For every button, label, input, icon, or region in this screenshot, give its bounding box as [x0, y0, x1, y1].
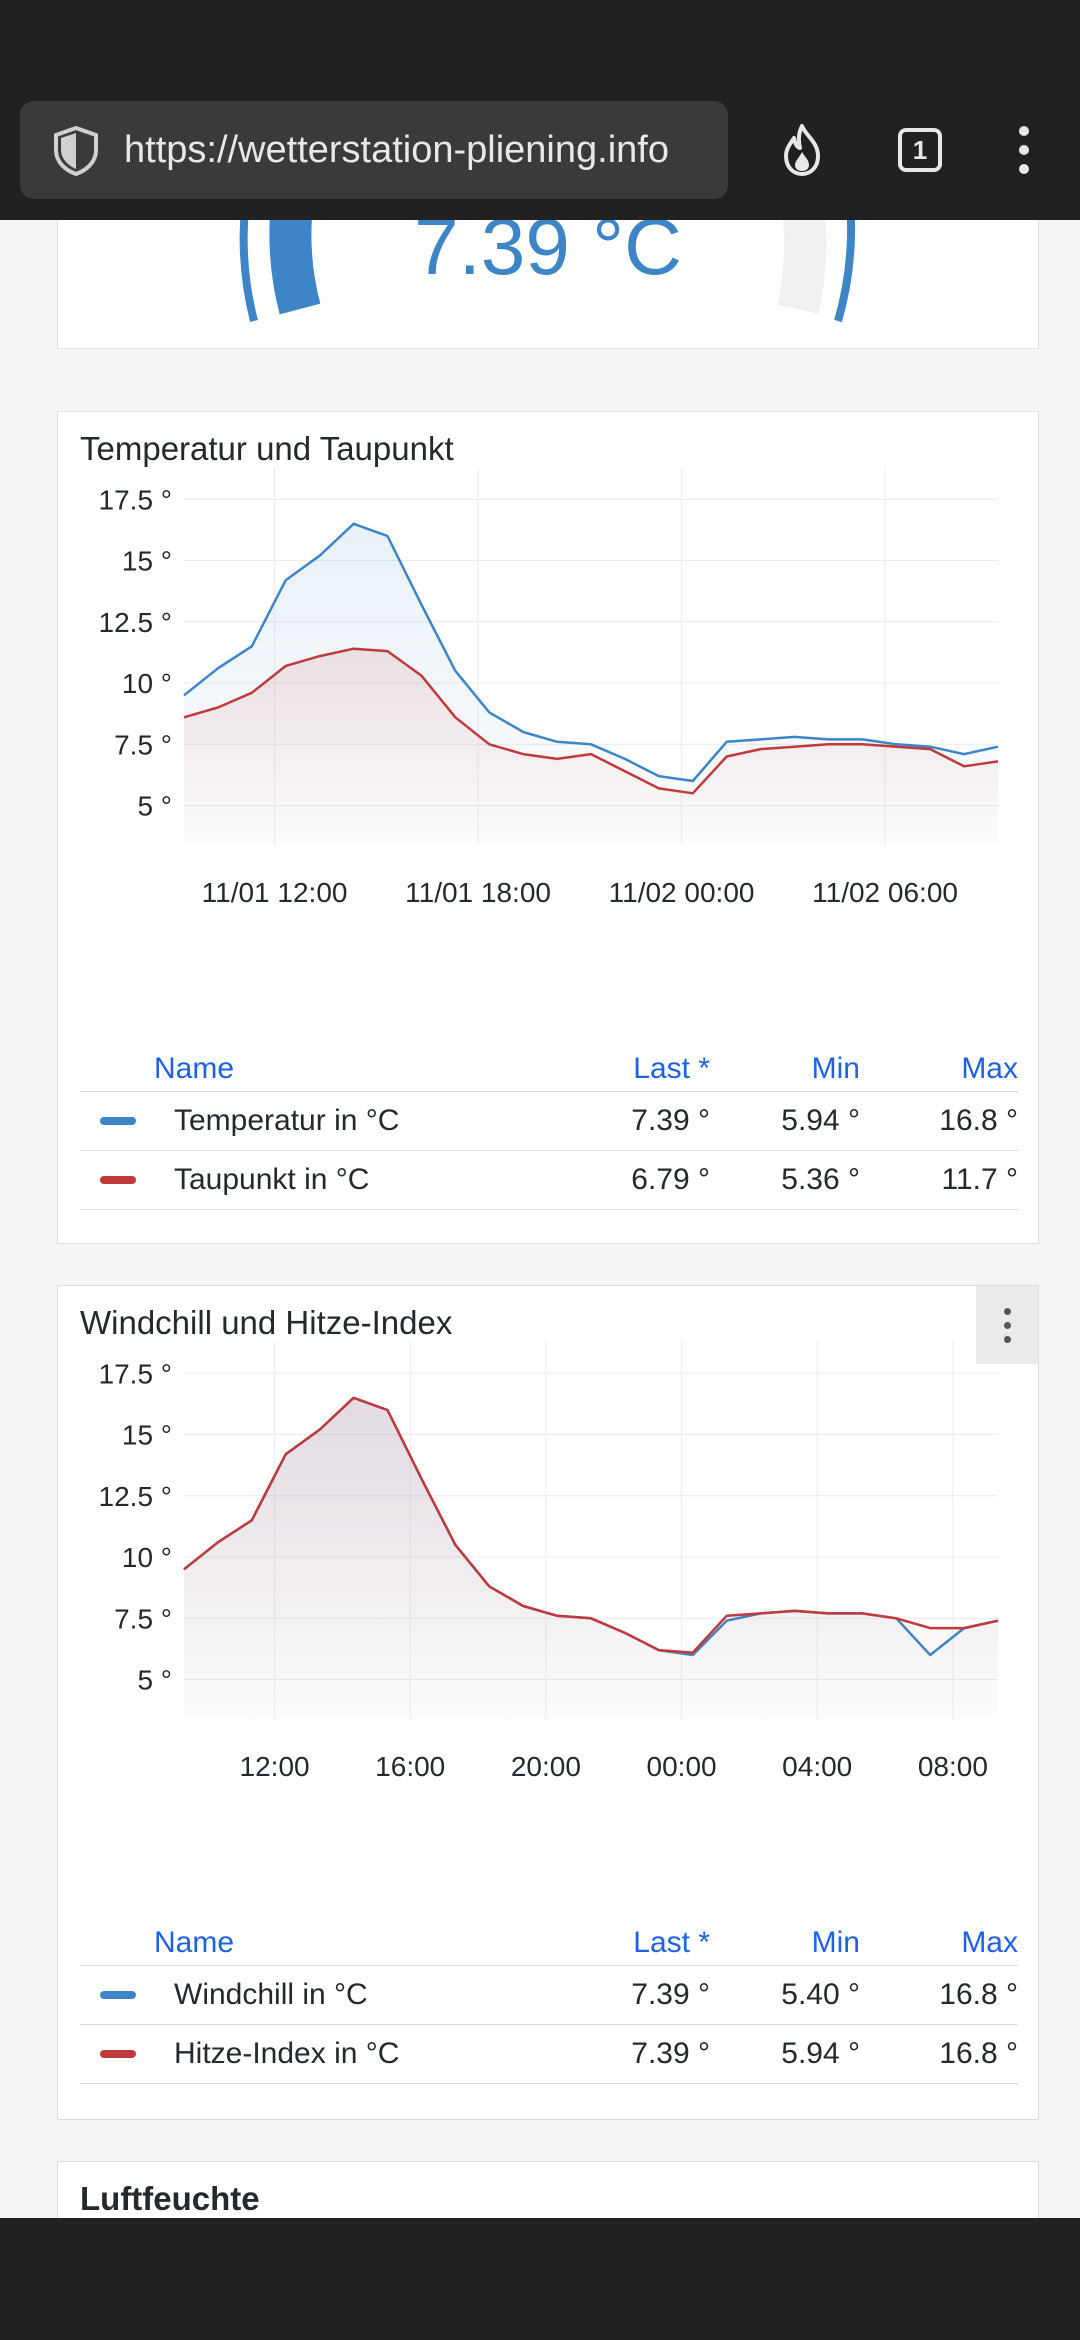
temperature-panel: Temperatur und Taupunkt 5 ° 7.5 ° 10 ° 12.5… — [57, 411, 1039, 1244]
series-max: 11.7 ° — [941, 1163, 1019, 1196]
series-name[interactable]: Windchill in °C — [174, 1978, 368, 2011]
legend-col-min[interactable]: Min — [811, 1052, 860, 1085]
tab-count[interactable]: 1 — [898, 128, 942, 172]
gauge-arc — [239, 220, 856, 323]
y-tick-label: 7.5 ° — [114, 1603, 172, 1634]
legend-header: Name Last * Min Max — [80, 1921, 1018, 1965]
legend-col-last[interactable]: Last * — [633, 1052, 710, 1085]
dashboard-content: 7.39 °C Temperatur und Taupunkt 5 ° 7.5 °… — [0, 220, 1080, 2218]
series-max: 16.8 ° — [939, 1978, 1018, 2011]
series-name[interactable]: Taupunkt in °C — [174, 1163, 370, 1196]
temperature-chart: 5 ° 7.5 ° 10 ° 12.5 ° 15 ° 17.5 ° 11/01 12:00 1… — [99, 467, 999, 908]
y-tick-label: 10 ° — [122, 668, 172, 699]
legend-row[interactable]: Temperatur in °C 7.39 ° 5.94 ° 16.8 ° — [80, 1091, 1018, 1150]
x-tick-label: 04:00 — [782, 1751, 852, 1782]
series-min: 5.36 ° — [781, 1163, 860, 1196]
fire-icon[interactable] — [772, 120, 832, 180]
y-tick-label: 12.5 ° — [99, 1481, 172, 1512]
url-bar[interactable]: https://wetterstation-pliening.info — [20, 101, 728, 199]
legend-col-max[interactable]: Max — [961, 1052, 1018, 1085]
windchill-chart: 5 ° 7.5 ° 10 ° 12.5 ° 15 ° 17.5 ° 12:00 16:00 20… — [99, 1341, 999, 1782]
x-tick-label: 11/01 12:00 — [202, 877, 348, 908]
panel-title: Windchill und Hitze-Index — [80, 1304, 453, 1341]
series-min: 5.94 ° — [781, 2037, 860, 2070]
legend-col-last[interactable]: Last * — [633, 1926, 710, 1959]
y-tick-label: 15 ° — [122, 1420, 172, 1451]
x-tick-label: 00:00 — [647, 1751, 717, 1782]
series-color-swatch[interactable] — [100, 1117, 136, 1125]
y-tick-label: 5 ° — [137, 1665, 172, 1696]
series-last: 7.39 ° — [631, 1104, 710, 1137]
gauge-value: 7.39 °C — [414, 220, 682, 291]
series-color-swatch[interactable] — [100, 1176, 136, 1184]
y-tick-label: 10 ° — [122, 1542, 172, 1573]
legend-col-name[interactable]: Name — [154, 1926, 235, 1959]
y-tick-label: 7.5 ° — [114, 729, 172, 760]
navigation-bar — [0, 2218, 1080, 2340]
x-tick-label: 11/01 18:00 — [405, 877, 551, 908]
y-tick-label: 17.5 ° — [99, 1358, 172, 1389]
windchill-panel: Windchill und Hitze-Index 5 ° 7.5 ° 10 ° 12… — [57, 1285, 1039, 2120]
legend-row[interactable]: Windchill in °C 7.39 ° 5.40 ° 16.8 ° — [80, 1965, 1018, 2024]
series-last: 7.39 ° — [631, 2037, 710, 2070]
legend-row[interactable]: Taupunkt in °C 6.79 ° 5.36 ° 11.7 ° — [80, 1150, 1018, 1210]
legend-col-name[interactable]: Name — [154, 1052, 235, 1085]
y-tick-label: 15 ° — [122, 546, 172, 577]
panel-menu-button[interactable] — [976, 1286, 1038, 1364]
legend-header: Name Last * Min Max — [80, 1047, 1018, 1091]
shield-icon[interactable] — [46, 120, 106, 180]
panel-title: Temperatur und Taupunkt — [80, 430, 454, 467]
y-tick-label: 12.5 ° — [99, 607, 172, 638]
gauge-panel: 7.39 °C — [57, 220, 1039, 349]
series-line — [183, 647, 999, 795]
series-max: 16.8 ° — [939, 1104, 1018, 1137]
panel-title: Luftfeuchte — [80, 2180, 260, 2217]
tabs-button[interactable]: 1 — [890, 120, 950, 180]
series-last: 6.79 ° — [631, 1163, 710, 1196]
series-last: 7.39 ° — [631, 1978, 710, 2011]
status-bar — [0, 0, 1080, 100]
x-tick-label: 08:00 — [918, 1751, 988, 1782]
legend-col-max[interactable]: Max — [961, 1926, 1018, 1959]
series-line — [183, 1396, 999, 1654]
x-tick-label: 20:00 — [511, 1751, 581, 1782]
url-text[interactable]: https://wetterstation-pliening.info — [124, 128, 669, 171]
y-tick-label: 5 ° — [137, 791, 172, 822]
series-area — [184, 648, 998, 845]
y-tick-label: 17.5 ° — [99, 484, 172, 515]
series-name[interactable]: Temperatur in °C — [174, 1104, 400, 1137]
x-tick-label: 11/02 06:00 — [812, 877, 958, 908]
legend: Name Last * Min Max Temperatur in °C 7.3… — [80, 1047, 1018, 1210]
menu-icon[interactable] — [994, 120, 1054, 180]
x-tick-label: 11/02 00:00 — [609, 877, 755, 908]
series-line — [183, 522, 999, 783]
series-color-swatch[interactable] — [100, 2050, 136, 2058]
series-name[interactable]: Hitze-Index in °C — [174, 2037, 400, 2070]
series-min: 5.94 ° — [781, 1104, 860, 1137]
series-area — [184, 1397, 998, 1719]
series-color-swatch[interactable] — [100, 1991, 136, 1999]
series-max: 16.8 ° — [939, 2037, 1018, 2070]
legend: Name Last * Min Max Windchill in °C 7.39… — [80, 1921, 1018, 2084]
humidity-panel: Luftfeuchte — [57, 2161, 1039, 2218]
legend-col-min[interactable]: Min — [811, 1926, 860, 1959]
series-min: 5.40 ° — [781, 1978, 860, 2011]
x-tick-label: 12:00 — [240, 1751, 310, 1782]
legend-row[interactable]: Hitze-Index in °C 7.39 ° 5.94 ° 16.8 ° — [80, 2024, 1018, 2084]
x-tick-label: 16:00 — [375, 1751, 445, 1782]
browser-toolbar: https://wetterstation-pliening.info 1 — [0, 100, 1080, 220]
